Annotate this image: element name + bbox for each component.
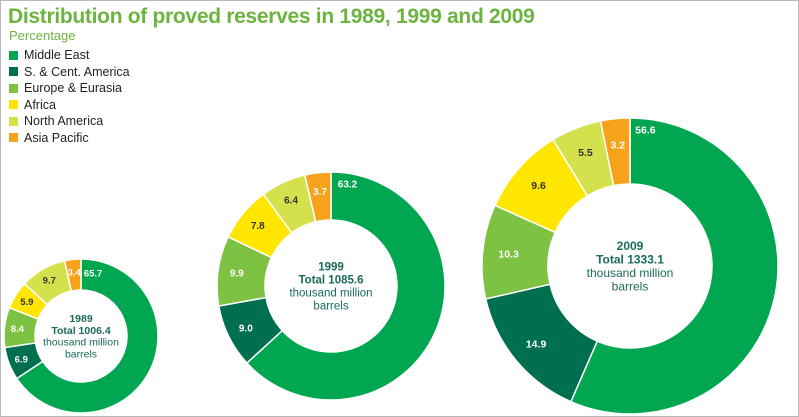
data-label: 3.4 xyxy=(68,268,82,279)
center-unit: barrels xyxy=(313,300,348,312)
legend-item-europe-eurasia: Europe & Eurasia xyxy=(9,80,130,97)
data-label: 6.4 xyxy=(284,195,298,206)
chart-title: Distribution of proved reserves in 1989,… xyxy=(8,5,535,28)
slice-1989-middle-east xyxy=(15,258,159,414)
center-unit: thousand million xyxy=(43,337,119,349)
data-label: 3.7 xyxy=(313,187,327,198)
data-label: 9.9 xyxy=(230,269,244,280)
center-total: Total 1333.1 xyxy=(596,252,664,266)
legend: Middle East S. & Cent. America Europe & … xyxy=(9,47,130,146)
data-label: 10.3 xyxy=(498,249,519,261)
legend-item-middle-east: Middle East xyxy=(9,47,130,64)
legend-swatch xyxy=(9,83,18,93)
legend-swatch xyxy=(9,116,18,126)
data-label: 5.9 xyxy=(20,297,33,308)
center-year: 2009 xyxy=(617,239,644,253)
data-label: 9.7 xyxy=(43,276,56,287)
center-total: Total 1006.4 xyxy=(51,325,110,337)
legend-label: Africa xyxy=(24,97,56,112)
legend-label: North America xyxy=(24,114,104,129)
legend-label: Asia Pacific xyxy=(24,130,89,145)
slice-1989-asia-pacific xyxy=(63,258,82,292)
data-label: 9.6 xyxy=(531,180,546,192)
legend-item-asia-pacific: Asia Pacific xyxy=(9,130,130,147)
legend-swatch xyxy=(9,133,18,143)
center-year: 1989 xyxy=(69,313,93,325)
data-label: 14.9 xyxy=(526,339,547,351)
chart-subtitle: Percentage xyxy=(9,28,76,43)
data-label: 8.4 xyxy=(11,324,25,335)
center-total: Total 1085.6 xyxy=(299,275,364,287)
slice-2009-asia-pacific xyxy=(599,117,631,187)
center-unit: thousand million xyxy=(587,266,674,280)
slice-1999-middle-east xyxy=(245,171,446,401)
legend-item-africa: Africa xyxy=(9,97,130,114)
legend-label: Europe & Eurasia xyxy=(24,81,122,96)
slice-2009-middle-east xyxy=(569,117,779,415)
data-label: 56.6 xyxy=(635,125,656,137)
legend-swatch xyxy=(9,50,18,60)
legend-label: Middle East xyxy=(24,48,90,63)
center-year: 1999 xyxy=(318,262,344,274)
center-unit: barrels xyxy=(612,279,649,293)
legend-swatch xyxy=(9,100,18,110)
legend-swatch xyxy=(9,67,18,77)
data-label: 3.2 xyxy=(610,139,625,151)
data-label: 9.0 xyxy=(239,324,253,335)
data-label: 5.5 xyxy=(578,147,593,159)
legend-item-north-america: North America xyxy=(9,113,130,130)
legend-label: S. & Cent. America xyxy=(24,64,130,79)
data-label: 65.7 xyxy=(84,268,103,279)
slice-1999-asia-pacific xyxy=(303,171,332,223)
data-label: 7.8 xyxy=(251,221,265,232)
center-unit: barrels xyxy=(65,348,97,360)
center-unit: thousand million xyxy=(289,287,372,299)
legend-item-s-cent-america: S. & Cent. America xyxy=(9,64,130,81)
data-label: 63.2 xyxy=(338,180,358,191)
data-label: 6.9 xyxy=(15,354,28,365)
